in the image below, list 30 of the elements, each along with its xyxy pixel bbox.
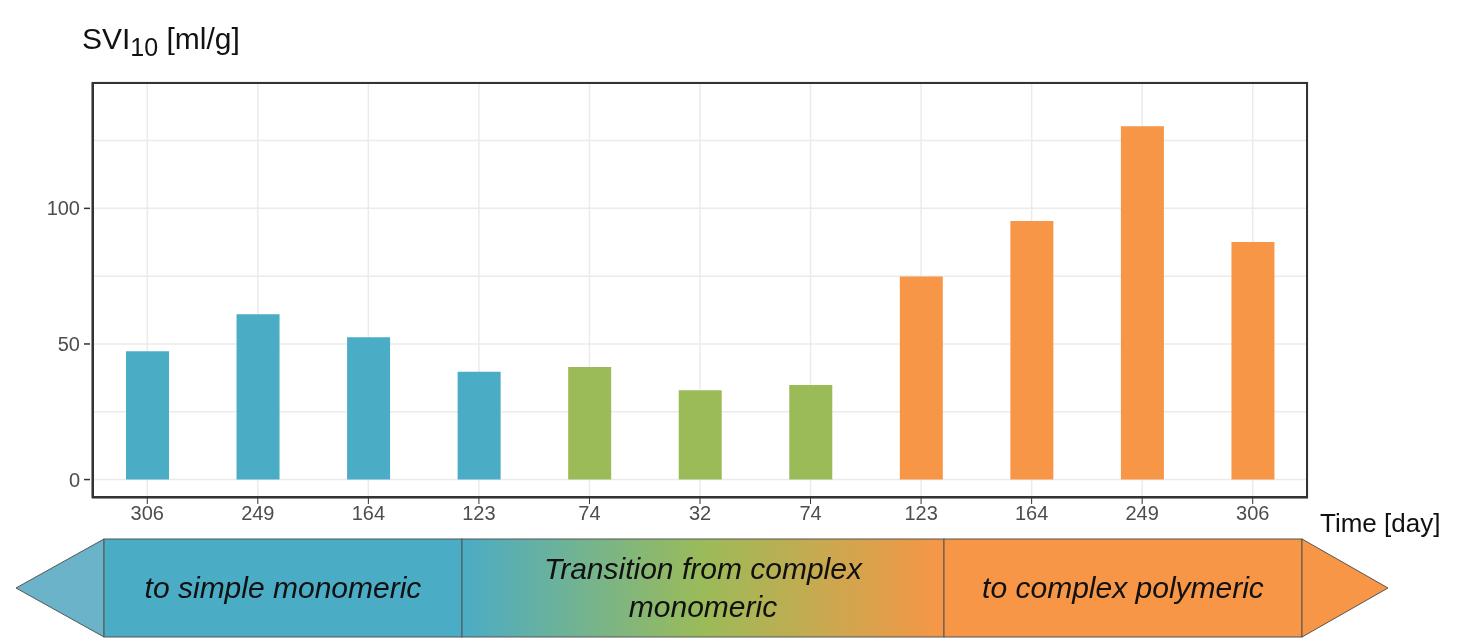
x-axis-title: Time [day]	[1320, 508, 1441, 539]
y-tick-label: 0	[68, 468, 80, 491]
text: Transition from complex monomeric	[543, 551, 864, 625]
bar	[1010, 221, 1054, 480]
bar	[899, 276, 943, 480]
bar	[789, 384, 833, 480]
x-tick-label: 249	[241, 502, 275, 525]
x-tick-label: 249	[1125, 502, 1159, 525]
y-tick-label: 100	[46, 197, 80, 220]
bar	[568, 367, 612, 480]
x-tick-label: 306	[1236, 502, 1270, 525]
bar	[678, 390, 722, 480]
x-tick-label: 74	[799, 502, 822, 525]
x-tick-label: 306	[130, 502, 164, 525]
bar	[347, 337, 391, 480]
x-tick-label: 74	[578, 502, 601, 525]
x-tick-label: 164	[1014, 502, 1049, 525]
x-tick-label: 164	[351, 502, 386, 525]
text: to simple monomeric	[143, 570, 423, 606]
bar	[457, 371, 501, 480]
y-axis-title: SVI$_{10}$ [ml/g]	[82, 22, 240, 62]
text: to complex polymeric	[981, 570, 1265, 606]
x-tick-label: 32	[688, 502, 712, 525]
x-tick-label: 123	[904, 502, 938, 525]
y-tick-label: 50	[57, 332, 80, 355]
bar	[236, 314, 280, 480]
bar	[126, 351, 169, 480]
x-tick-label: 123	[462, 502, 496, 525]
bar	[1120, 126, 1164, 480]
bar	[1231, 242, 1275, 480]
